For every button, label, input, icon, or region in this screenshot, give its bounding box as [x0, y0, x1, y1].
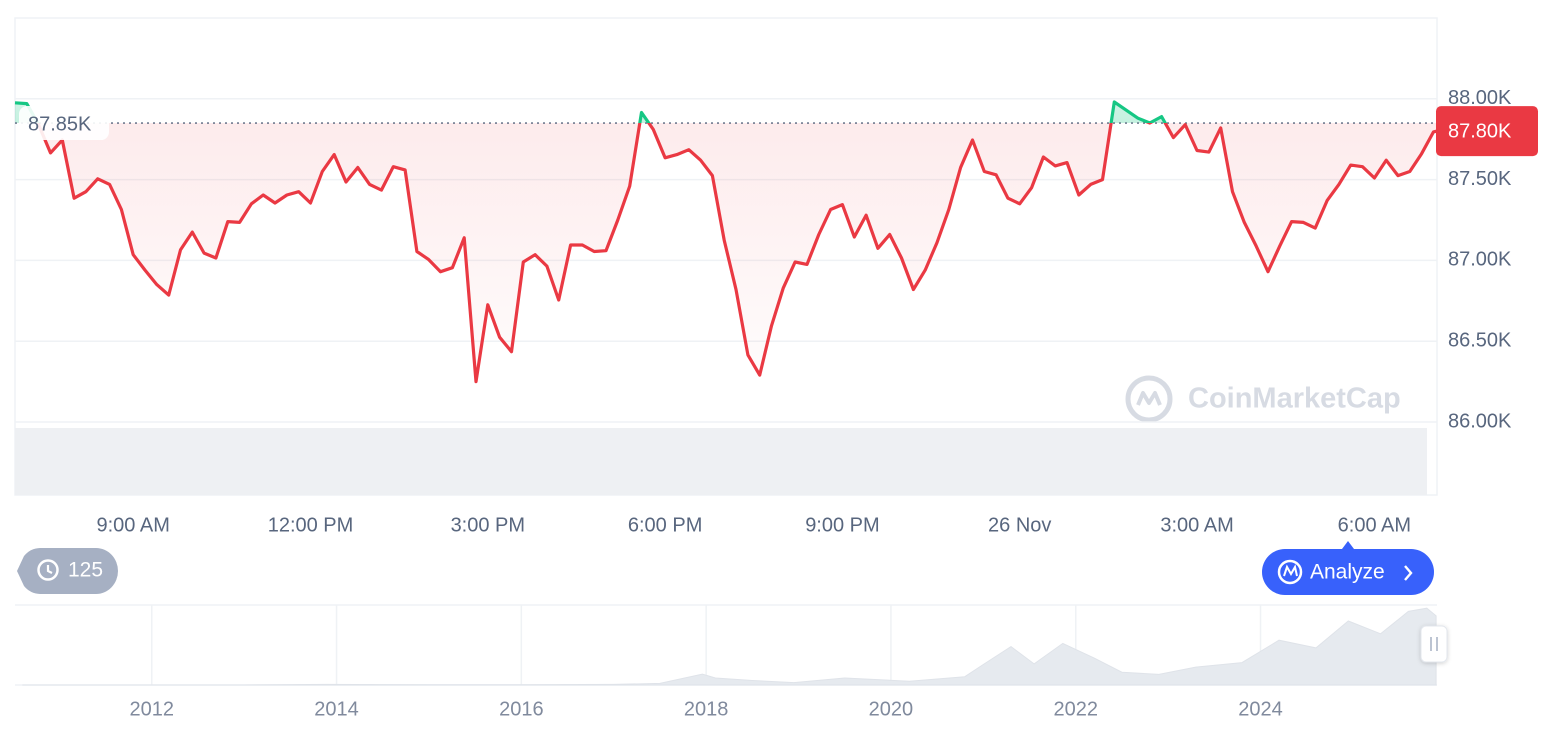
- last-price-label: 87.80K: [1448, 120, 1512, 142]
- price-line: [14, 100, 1438, 384]
- x-tick-label: 9:00 PM: [805, 514, 879, 536]
- button-icon: [1283, 564, 1298, 577]
- x-tick-label: 3:00 AM: [1160, 514, 1233, 536]
- baseline-label-bg: [19, 106, 109, 141]
- x-tick-label: 2016: [499, 698, 544, 720]
- x-tick-label: 2012: [129, 698, 174, 720]
- x-tick-label: 9:00 AM: [97, 514, 170, 536]
- handle-bg: [1420, 625, 1448, 663]
- plot-frame: [14, 17, 1438, 496]
- history-icon: [37, 559, 59, 581]
- y-tick-label: 87.00K: [1448, 249, 1512, 271]
- x-tick-label: 26 Nov: [988, 514, 1051, 536]
- x-tick-label: 12:00 PM: [268, 514, 354, 536]
- y-tick-label: 86.00K: [1448, 410, 1512, 432]
- button-icon: [1277, 559, 1303, 585]
- x-tick-label: 6:00 PM: [628, 514, 702, 536]
- y-tick-label: 87.50K: [1448, 168, 1512, 190]
- button-label: Analyze: [1310, 561, 1385, 584]
- x-tick-label: 2018: [684, 698, 729, 720]
- badge-bg: [17, 548, 118, 594]
- button-bg: [1262, 549, 1434, 595]
- navigator-handle[interactable]: [1420, 625, 1448, 663]
- baseline-label: 87.85K: [28, 113, 92, 135]
- x-tick-label: 2014: [314, 698, 359, 720]
- x-tick-label: 2022: [1053, 698, 1098, 720]
- y-tick-label: 88.00K: [1448, 87, 1512, 109]
- y-tick-label: 86.50K: [1448, 329, 1512, 351]
- x-tick-label: 6:00 AM: [1338, 514, 1411, 536]
- history-icon: [46, 565, 53, 574]
- volume-area: [15, 428, 1427, 495]
- navigator-area: [22, 607, 1437, 686]
- x-tick-label: 3:00 PM: [451, 514, 525, 536]
- history-count: 125: [68, 559, 103, 582]
- watermark: CoinMarketCap: [1125, 375, 1401, 423]
- x-tick-label: 2020: [869, 698, 914, 720]
- analyze-button[interactable]: Analyze: [1262, 541, 1434, 595]
- history-badge[interactable]: 125: [17, 548, 118, 594]
- button-pointer: [1342, 541, 1354, 549]
- button-chevron: [1404, 565, 1413, 581]
- x-tick-label: 2024: [1238, 698, 1283, 720]
- last-price-tag: [1436, 106, 1538, 157]
- watermark-text: CoinMarketCap: [1188, 383, 1401, 415]
